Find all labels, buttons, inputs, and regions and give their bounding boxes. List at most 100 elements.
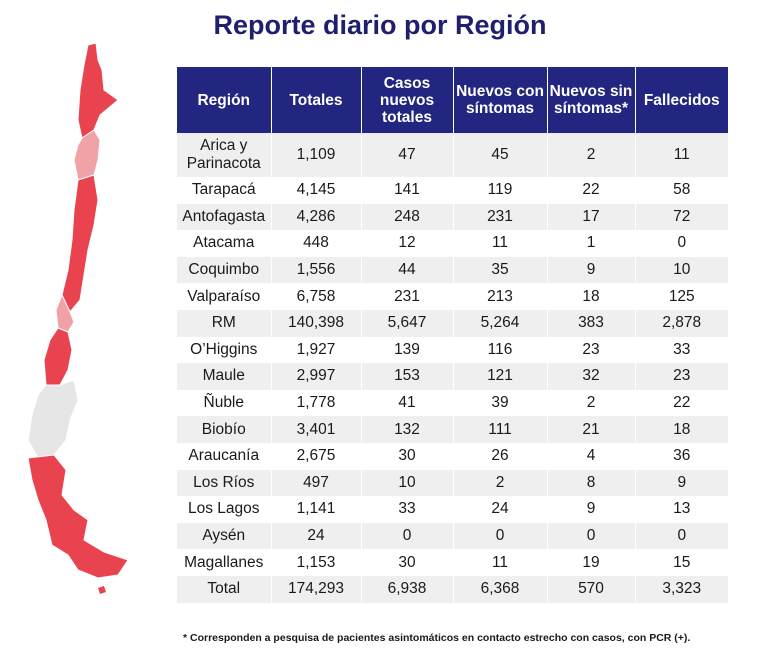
cell-region: Tarapacá bbox=[177, 177, 272, 204]
cell-region: Araucanía bbox=[177, 442, 272, 470]
cell-sin: 9 bbox=[547, 256, 636, 284]
page-title: Reporte diario por Región bbox=[213, 10, 547, 40]
cell-fallecidos: 9 bbox=[635, 469, 728, 497]
cell-con: 6,368 bbox=[453, 575, 548, 603]
cell-casos: 6,938 bbox=[361, 575, 454, 603]
cell-con: 11 bbox=[453, 549, 548, 576]
cell-fallecidos: 22 bbox=[635, 389, 728, 417]
cell-sin: 23 bbox=[547, 336, 636, 364]
cell-totales: 3,401 bbox=[271, 416, 362, 443]
cell-casos: 12 bbox=[361, 230, 454, 257]
cell-totales: 1,556 bbox=[271, 256, 362, 284]
cell-region: Total bbox=[177, 575, 272, 603]
cell-totales: 140,398 bbox=[271, 309, 362, 337]
table-row: Los Ríos 497 10 2 8 9 bbox=[177, 469, 728, 497]
cell-con: 11 bbox=[453, 230, 548, 257]
cell-sin: 32 bbox=[547, 363, 636, 390]
table-row: Los Lagos 1,141 33 24 9 13 bbox=[177, 496, 728, 523]
cell-region: Valparaíso bbox=[177, 283, 272, 310]
cell-sin: 383 bbox=[547, 309, 636, 337]
cell-fallecidos: 13 bbox=[635, 496, 728, 523]
table-row: Atacama 448 12 11 1 0 bbox=[177, 230, 728, 257]
cell-con: 24 bbox=[453, 496, 548, 523]
cell-con: 0 bbox=[453, 522, 548, 550]
cell-casos: 0 bbox=[361, 522, 454, 550]
cell-fallecidos: 23 bbox=[635, 363, 728, 390]
cell-con: 119 bbox=[453, 177, 548, 204]
cell-casos: 30 bbox=[361, 442, 454, 470]
map-island bbox=[98, 586, 106, 594]
footnote: * Corresponden a pesquisa de pacientes a… bbox=[183, 632, 691, 644]
cell-con: 231 bbox=[453, 203, 548, 231]
cell-fallecidos: 0 bbox=[635, 522, 728, 550]
cell-fallecidos: 125 bbox=[635, 283, 728, 310]
cell-region: Aysén bbox=[177, 522, 272, 550]
cell-totales: 2,675 bbox=[271, 442, 362, 470]
cell-region: Arica y Parinacota bbox=[177, 133, 272, 177]
header-con-sintomas: Nuevos con síntomas bbox=[453, 67, 548, 133]
cell-casos: 153 bbox=[361, 363, 454, 390]
cell-sin: 9 bbox=[547, 496, 636, 523]
map-region-central bbox=[43, 327, 73, 386]
cell-region: Magallanes bbox=[177, 549, 272, 576]
cell-fallecidos: 18 bbox=[635, 416, 728, 443]
map-region-south bbox=[27, 454, 129, 579]
cell-sin: 0 bbox=[547, 522, 636, 550]
cell-casos: 248 bbox=[361, 203, 454, 231]
table-row: Araucanía 2,675 30 26 4 36 bbox=[177, 442, 728, 470]
cell-totales: 1,153 bbox=[271, 549, 362, 576]
header-fallecidos: Fallecidos bbox=[635, 67, 728, 133]
table-row: Magallanes 1,153 30 11 19 15 bbox=[177, 549, 728, 576]
cell-sin: 21 bbox=[547, 416, 636, 443]
cell-region: Los Ríos bbox=[177, 469, 272, 497]
table-row: Biobío 3,401 132 111 21 18 bbox=[177, 416, 728, 443]
table-row: Arica y Parinacota 1,109 47 45 2 11 bbox=[177, 133, 728, 177]
cell-totales: 1,927 bbox=[271, 336, 362, 364]
header-casos-nuevos: Casos nuevos totales bbox=[361, 67, 454, 133]
header-totales: Totales bbox=[271, 67, 362, 133]
cell-casos: 41 bbox=[361, 389, 454, 417]
chile-map bbox=[27, 42, 129, 594]
table-row: RM 140,398 5,647 5,264 383 2,878 bbox=[177, 309, 728, 337]
map-region-gray bbox=[27, 379, 79, 459]
cell-casos: 132 bbox=[361, 416, 454, 443]
cell-totales: 4,286 bbox=[271, 203, 362, 231]
cell-fallecidos: 15 bbox=[635, 549, 728, 576]
cell-sin: 2 bbox=[547, 389, 636, 417]
cell-con: 45 bbox=[453, 133, 548, 177]
cell-region: RM bbox=[177, 309, 272, 337]
table-total-row: Total 174,293 6,938 6,368 570 3,323 bbox=[177, 575, 728, 603]
cell-totales: 1,109 bbox=[271, 133, 362, 177]
cell-fallecidos: 11 bbox=[635, 133, 728, 177]
cell-casos: 33 bbox=[361, 496, 454, 523]
cell-con: 116 bbox=[453, 336, 548, 364]
table-row: Tarapacá 4,145 141 119 22 58 bbox=[177, 177, 728, 204]
cell-sin: 4 bbox=[547, 442, 636, 470]
table-row: Aysén 24 0 0 0 0 bbox=[177, 522, 728, 550]
cell-sin: 2 bbox=[547, 133, 636, 177]
map-region-north bbox=[77, 42, 119, 139]
cell-casos: 139 bbox=[361, 336, 454, 364]
cell-casos: 47 bbox=[361, 133, 454, 177]
cell-totales: 2,997 bbox=[271, 363, 362, 390]
cell-casos: 5,647 bbox=[361, 309, 454, 337]
cell-region: Biobío bbox=[177, 416, 272, 443]
cell-totales: 1,778 bbox=[271, 389, 362, 417]
cell-totales: 24 bbox=[271, 522, 362, 550]
header-region: Región bbox=[177, 67, 272, 133]
map-region-pink-north bbox=[73, 129, 101, 181]
cell-con: 111 bbox=[453, 416, 548, 443]
cell-con: 213 bbox=[453, 283, 548, 310]
cell-con: 121 bbox=[453, 363, 548, 390]
cell-sin: 19 bbox=[547, 549, 636, 576]
cell-fallecidos: 2,878 bbox=[635, 309, 728, 337]
cell-region: Antofagasta bbox=[177, 203, 272, 231]
cell-con: 39 bbox=[453, 389, 548, 417]
cell-sin: 22 bbox=[547, 177, 636, 204]
table-row: Coquimbo 1,556 44 35 9 10 bbox=[177, 256, 728, 284]
cell-fallecidos: 58 bbox=[635, 177, 728, 204]
cell-totales: 448 bbox=[271, 230, 362, 257]
cell-fallecidos: 0 bbox=[635, 230, 728, 257]
cell-casos: 30 bbox=[361, 549, 454, 576]
cell-region: Los Lagos bbox=[177, 496, 272, 523]
